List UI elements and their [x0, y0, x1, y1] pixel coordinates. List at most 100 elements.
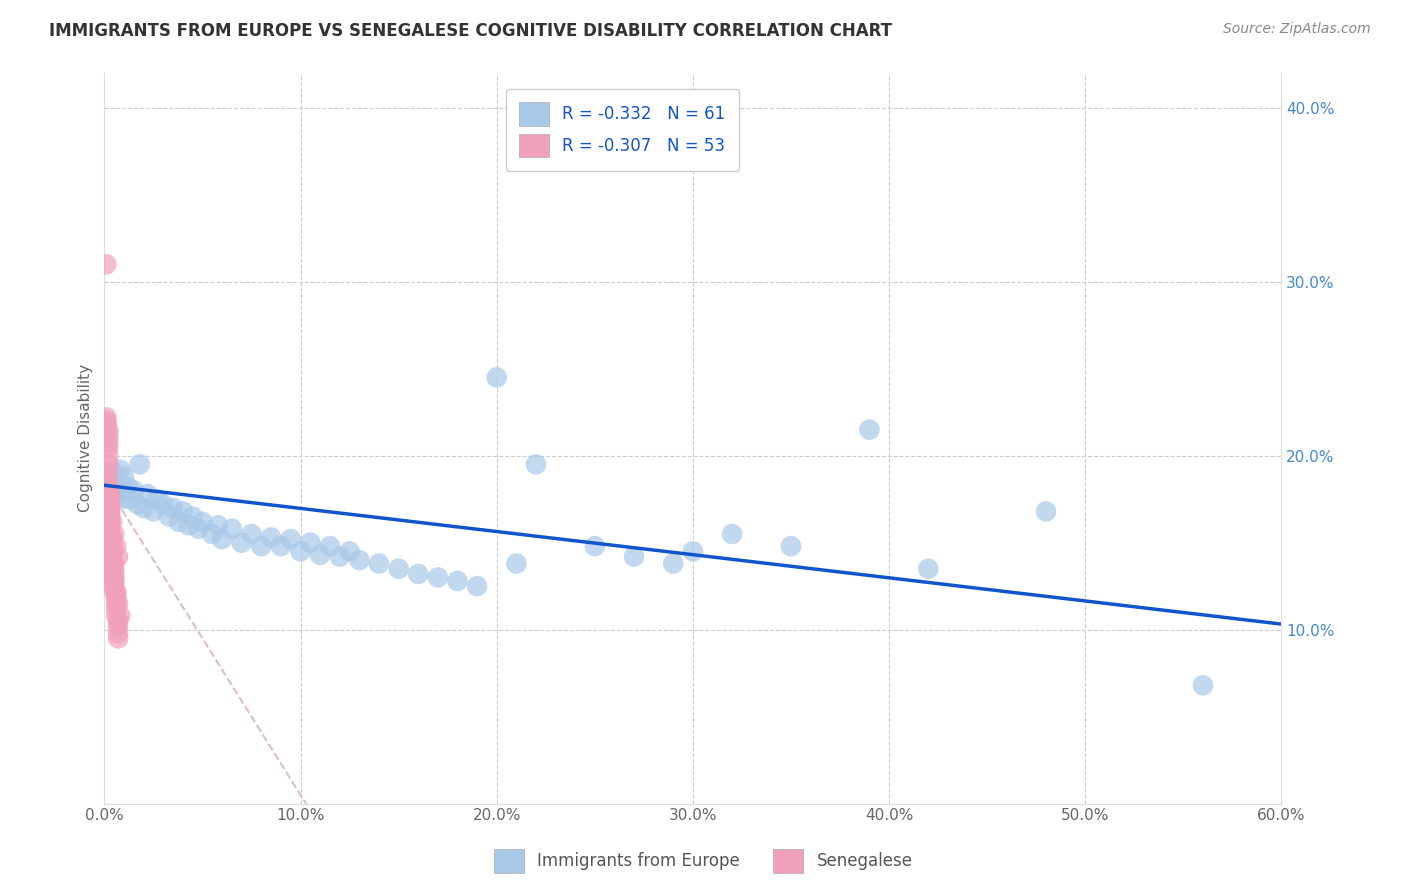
Point: [132, 500, 155, 515]
Point: [524, 458, 547, 472]
Point: [465, 579, 488, 593]
Point: [157, 509, 180, 524]
Point: [98, 487, 121, 501]
Point: [103, 584, 125, 599]
Point: [97, 434, 120, 449]
Point: [858, 423, 880, 437]
Point: [97, 466, 120, 480]
Point: [98, 492, 121, 507]
Point: [108, 608, 131, 623]
Point: [98, 475, 121, 489]
Point: [103, 557, 125, 571]
Point: [96, 257, 118, 271]
Point: [505, 557, 527, 571]
Point: [101, 562, 124, 576]
Point: [98, 515, 121, 529]
Point: [446, 574, 468, 588]
Point: [583, 539, 606, 553]
Point: [97, 423, 120, 437]
Point: [172, 504, 194, 518]
Point: [167, 515, 190, 529]
Point: [388, 562, 411, 576]
Point: [290, 544, 312, 558]
Point: [98, 509, 121, 524]
Point: [101, 532, 124, 546]
Point: [103, 579, 125, 593]
Point: [309, 548, 332, 562]
Point: [780, 539, 803, 553]
Point: [319, 539, 342, 553]
Point: [96, 417, 118, 432]
Point: [152, 497, 174, 511]
Point: [96, 414, 118, 428]
Legend: R = -0.332   N = 61, R = -0.307   N = 53: R = -0.332 N = 61, R = -0.307 N = 53: [506, 88, 740, 170]
Point: [122, 483, 145, 498]
Point: [368, 557, 391, 571]
Point: [136, 487, 159, 501]
Point: [105, 588, 128, 602]
Point: [250, 539, 273, 553]
Point: [280, 532, 302, 546]
Point: [682, 544, 704, 558]
Point: [107, 632, 129, 646]
Point: [103, 466, 125, 480]
Point: [201, 527, 224, 541]
Point: [97, 449, 120, 463]
Point: [329, 549, 352, 564]
Point: [721, 527, 744, 541]
Point: [623, 549, 645, 564]
Point: [485, 370, 508, 384]
Point: [107, 549, 129, 564]
Point: [270, 539, 292, 553]
Point: [98, 522, 121, 536]
Point: [426, 570, 449, 584]
Point: [105, 478, 128, 492]
Point: [181, 509, 204, 524]
Point: [260, 531, 283, 545]
Point: [299, 535, 322, 549]
Point: [103, 570, 125, 584]
Point: [105, 608, 128, 623]
Point: [105, 601, 128, 615]
Point: [105, 584, 128, 599]
Point: [117, 480, 139, 494]
Text: Source: ZipAtlas.com: Source: ZipAtlas.com: [1223, 22, 1371, 37]
Point: [118, 492, 141, 507]
Point: [101, 515, 124, 529]
Point: [406, 566, 429, 581]
Point: [101, 553, 124, 567]
Point: [98, 497, 121, 511]
Point: [98, 504, 121, 518]
Point: [211, 532, 233, 546]
Point: [108, 462, 131, 476]
Point: [101, 535, 124, 549]
Point: [128, 458, 150, 472]
Point: [349, 553, 371, 567]
Point: [240, 527, 263, 541]
Point: [1192, 678, 1215, 692]
Point: [221, 522, 243, 536]
Text: IMMIGRANTS FROM EUROPE VS SENEGALESE COGNITIVE DISABILITY CORRELATION CHART: IMMIGRANTS FROM EUROPE VS SENEGALESE COG…: [49, 22, 893, 40]
Point: [111, 492, 134, 507]
Point: [112, 469, 135, 483]
Point: [207, 518, 229, 533]
Point: [105, 597, 128, 611]
Point: [187, 522, 209, 536]
Point: [107, 614, 129, 628]
Point: [98, 527, 121, 541]
Point: [107, 619, 129, 633]
Point: [103, 574, 125, 588]
Point: [97, 440, 120, 454]
Point: [103, 574, 125, 588]
Point: [339, 544, 361, 558]
Point: [107, 626, 129, 640]
Point: [917, 562, 939, 576]
Point: [96, 410, 118, 425]
Point: [146, 492, 169, 507]
Point: [103, 566, 125, 581]
Point: [162, 500, 184, 515]
Point: [142, 504, 165, 518]
Point: [177, 518, 200, 533]
Point: [191, 515, 214, 529]
Y-axis label: Cognitive Disability: Cognitive Disability: [79, 364, 93, 512]
